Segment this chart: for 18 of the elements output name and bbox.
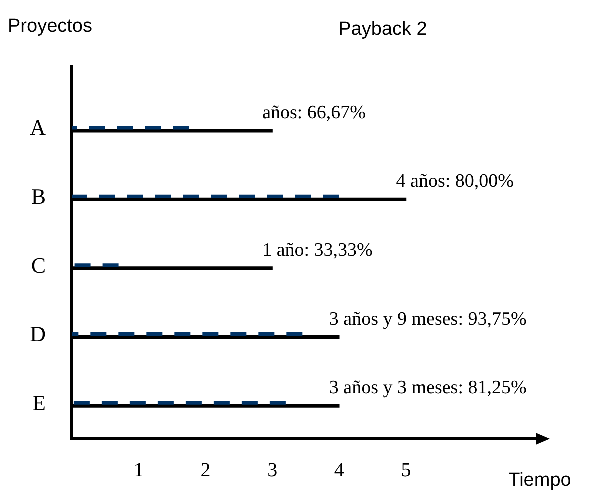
chart-title: Payback 2 [338, 19, 428, 40]
y-axis-title: Proyectos [8, 16, 92, 38]
annotation: 1 año: 33,33% [262, 240, 374, 261]
x-axis-title: Tiempo [508, 470, 572, 492]
annotation: 3 años y 3 meses: 81,25% [329, 378, 527, 399]
y-tick-label: A [30, 115, 46, 140]
x-tick-label: 1 [134, 459, 144, 482]
x-tick-label: 3 [268, 459, 278, 482]
y-tick-label: B [31, 184, 46, 209]
annotation: 4 años: 80,00% [396, 171, 514, 192]
annotation: 3 años y 9 meses: 93,75% [329, 308, 527, 330]
x-tick-label: 2 [200, 459, 211, 482]
y-tick-label: E [32, 390, 46, 416]
x-tick-label: 4 [334, 459, 344, 482]
y-tick-label: D [30, 322, 46, 347]
annotation: años: 66,67% [262, 102, 366, 124]
y-tick-label: C [31, 252, 46, 278]
x-tick-label: 5 [401, 459, 412, 482]
